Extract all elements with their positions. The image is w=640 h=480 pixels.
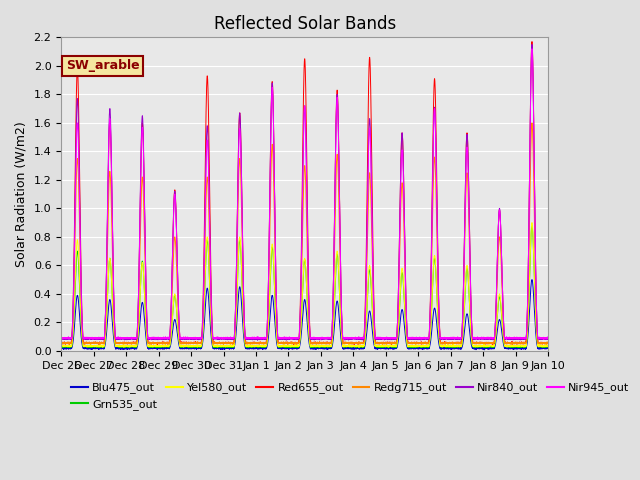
Grn535_out [413,343,421,349]
Yel580_out [145,343,152,348]
Redg715_out [413,340,421,346]
Nir945_out [387,335,394,340]
Nir945_out [286,335,294,341]
Line: Red655_out: Red655_out [61,42,548,345]
Redg715_out [509,341,516,347]
Blu475_out [441,345,449,350]
Red655_out [145,340,152,346]
Redg715_out [544,340,552,346]
Nir840_out [58,336,65,342]
Yel580_out [544,344,552,349]
Nir840_out [286,336,294,342]
Yel580_out [286,343,294,349]
Grn535_out [286,344,294,349]
Blu475_out [413,345,421,351]
Blu475_out [545,346,552,351]
Blu475_out [387,345,394,350]
Grn535_out [544,344,552,350]
Blu475_out [145,346,152,351]
Line: Blu475_out: Blu475_out [61,279,548,350]
Line: Nir945_out: Nir945_out [61,49,548,339]
Title: Reflected Solar Bands: Reflected Solar Bands [214,15,396,33]
Grn535_out [387,343,394,349]
Grn535_out [441,344,449,350]
Redg715_out [441,339,449,345]
Redg715_out [545,340,552,346]
Blu475_out [58,345,65,350]
Grn535_out [528,223,536,228]
Nir945_out [58,336,65,341]
Yel580_out [528,220,536,226]
Yel580_out [441,342,449,348]
Line: Grn535_out: Grn535_out [61,226,548,348]
Yel580_out [413,343,421,349]
Grn535_out [408,345,416,351]
Nir840_out [413,335,421,341]
Nir945_out [441,336,449,341]
Redg715_out [528,120,536,126]
Nir840_out [145,336,152,342]
Y-axis label: Solar Radiation (W/m2): Solar Radiation (W/m2) [15,121,28,267]
Nir840_out [387,335,394,341]
Nir945_out [540,336,548,342]
Blu475_out [528,276,536,282]
Nir945_out [528,46,536,52]
Nir945_out [145,336,152,341]
Nir840_out [528,42,536,48]
Yel580_out [355,345,363,350]
Legend: Blu475_out, Grn535_out, Yel580_out, Red655_out, Redg715_out, Nir840_out, Nir945_: Blu475_out, Grn535_out, Yel580_out, Red6… [67,378,634,414]
Red655_out [528,39,536,45]
Nir840_out [544,336,552,341]
Line: Redg715_out: Redg715_out [61,123,548,344]
Blu475_out [544,346,552,351]
Line: Yel580_out: Yel580_out [61,223,548,348]
Red655_out [413,340,421,346]
Yel580_out [58,343,65,349]
Red655_out [441,340,449,346]
Redg715_out [286,339,294,345]
Redg715_out [58,340,65,346]
Nir945_out [544,335,552,340]
Blu475_out [286,346,294,351]
Nir840_out [441,336,449,342]
Nir945_out [413,335,421,341]
Grn535_out [58,343,65,349]
Grn535_out [145,344,152,350]
Red655_out [58,341,65,347]
Red655_out [154,342,161,348]
Text: SW_arable: SW_arable [66,59,140,72]
Red655_out [286,340,294,346]
Red655_out [544,341,552,347]
Line: Nir840_out: Nir840_out [61,45,548,340]
Grn535_out [545,344,552,349]
Yel580_out [545,343,552,348]
Red655_out [387,339,394,345]
Nir840_out [545,336,552,342]
Blu475_out [481,347,488,353]
Nir945_out [545,336,552,341]
Redg715_out [145,341,152,347]
Redg715_out [387,341,394,347]
Yel580_out [387,342,394,348]
Red655_out [545,339,552,345]
Nir840_out [253,337,261,343]
